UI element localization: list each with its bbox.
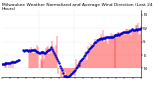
- Text: Milwaukee Weather Normalized and Average Wind Direction (Last 24 Hours): Milwaukee Weather Normalized and Average…: [2, 3, 152, 11]
